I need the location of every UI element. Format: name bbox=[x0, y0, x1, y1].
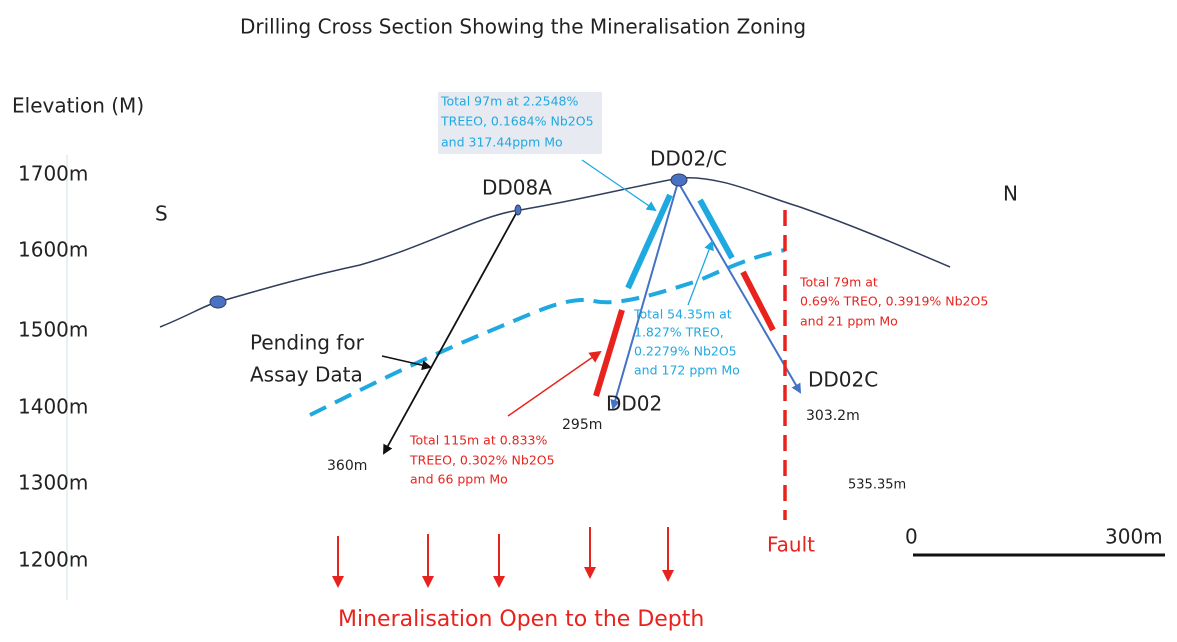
title: Drilling Cross Section Showing the Miner… bbox=[240, 15, 806, 39]
annotation: TREEO, 0.1684% Nb2O5 bbox=[440, 114, 594, 129]
annotation: 0.2279% Nb2O5 bbox=[634, 344, 737, 359]
interval bbox=[740, 270, 776, 332]
annotation: and 317.44ppm Mo bbox=[441, 135, 563, 150]
depth-arrows bbox=[332, 527, 674, 588]
pointer bbox=[381, 355, 432, 371]
interval bbox=[625, 193, 673, 290]
interval bbox=[593, 309, 625, 397]
annotation: and 21 ppm Mo bbox=[800, 314, 898, 329]
annotation: and 66 ppm Mo bbox=[410, 472, 508, 487]
annotation: Assay Data bbox=[250, 363, 363, 387]
collar bbox=[514, 204, 522, 216]
tick: 1600m bbox=[18, 238, 88, 262]
direction: S bbox=[155, 202, 168, 226]
open-label: Mineralisation Open to the Depth bbox=[338, 607, 704, 632]
annotation: TREEO, 0.302% Nb2O5 bbox=[409, 453, 555, 468]
annotation-box bbox=[438, 92, 602, 154]
hole-label: DD08A bbox=[482, 176, 552, 200]
tick: 1200m bbox=[18, 548, 88, 572]
annotation: 1.827% TREO, bbox=[634, 325, 724, 340]
depth-label: 295m bbox=[562, 417, 602, 433]
drill-hole bbox=[383, 209, 519, 455]
pointer bbox=[581, 159, 657, 212]
interval bbox=[697, 198, 735, 260]
depth-label: 360m bbox=[327, 458, 367, 474]
annotation: and 172 ppm Mo bbox=[634, 363, 740, 378]
hole-label: DD02C bbox=[808, 368, 878, 392]
annotation: Total 79m at bbox=[799, 275, 878, 290]
axis-label: Elevation (M) bbox=[12, 94, 144, 118]
fault-label: Fault bbox=[767, 533, 815, 557]
ground-profile bbox=[159, 176, 951, 328]
hole-label: DD02/C bbox=[650, 147, 727, 171]
collar bbox=[670, 173, 688, 187]
scale-label: 0 bbox=[905, 525, 918, 549]
annotation: Total 115m at 0.833% bbox=[409, 433, 547, 448]
tick: 1300m bbox=[18, 471, 88, 495]
annotation: Total 97m at 2.2548% bbox=[440, 94, 578, 109]
annotation: Pending for bbox=[250, 331, 365, 355]
depth-label: 535.35m bbox=[848, 478, 906, 493]
hole-label: DD02 bbox=[606, 392, 662, 416]
annotation: Total 54.35m at bbox=[633, 307, 732, 322]
scale-label: 300m bbox=[1105, 525, 1163, 549]
drill-hole bbox=[677, 181, 802, 394]
direction: N bbox=[1003, 182, 1018, 206]
pointer bbox=[507, 350, 602, 417]
collar bbox=[209, 295, 227, 309]
drill-hole bbox=[610, 181, 679, 410]
depth-label: 303.2m bbox=[806, 408, 860, 424]
pointer bbox=[687, 240, 714, 306]
annotation: 0.69% TREO, 0.3919% Nb2O5 bbox=[800, 294, 988, 309]
tick: 1500m bbox=[18, 318, 88, 342]
mineral-boundary bbox=[309, 248, 786, 417]
tick: 1700m bbox=[18, 162, 88, 186]
tick: 1400m bbox=[18, 395, 88, 419]
